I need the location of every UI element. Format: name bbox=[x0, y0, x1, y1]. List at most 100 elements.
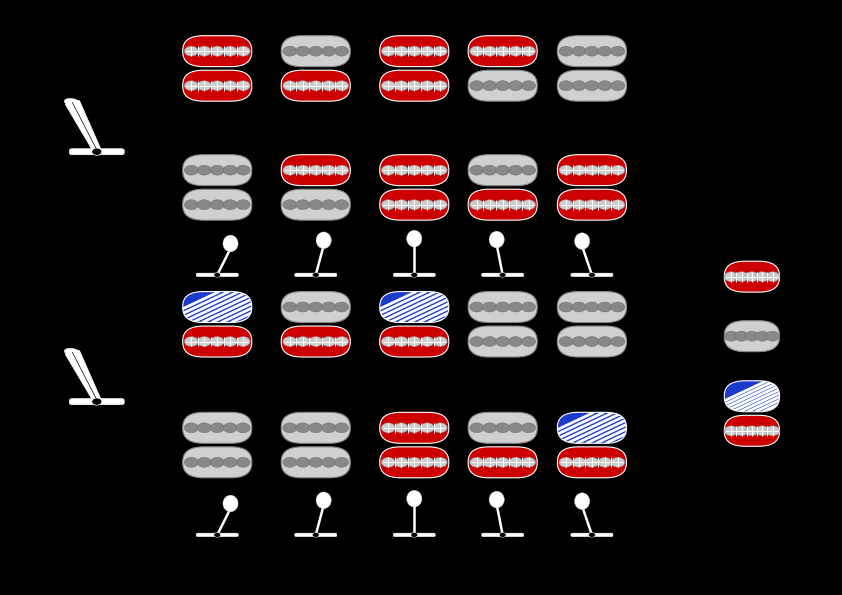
Circle shape bbox=[309, 423, 322, 433]
Circle shape bbox=[223, 46, 237, 56]
FancyBboxPatch shape bbox=[557, 292, 626, 322]
Circle shape bbox=[223, 337, 237, 346]
Circle shape bbox=[210, 46, 224, 56]
Circle shape bbox=[496, 302, 509, 312]
Ellipse shape bbox=[574, 233, 589, 249]
FancyBboxPatch shape bbox=[468, 292, 537, 322]
Circle shape bbox=[283, 337, 297, 346]
Circle shape bbox=[334, 81, 349, 90]
FancyBboxPatch shape bbox=[380, 292, 449, 322]
FancyBboxPatch shape bbox=[393, 273, 435, 277]
Circle shape bbox=[745, 426, 759, 436]
Circle shape bbox=[521, 81, 536, 90]
Circle shape bbox=[322, 165, 336, 175]
Circle shape bbox=[322, 458, 336, 467]
FancyBboxPatch shape bbox=[183, 412, 252, 443]
Circle shape bbox=[322, 302, 336, 312]
FancyBboxPatch shape bbox=[724, 261, 780, 292]
FancyBboxPatch shape bbox=[557, 155, 626, 186]
Circle shape bbox=[433, 165, 447, 175]
Circle shape bbox=[210, 423, 224, 433]
Circle shape bbox=[482, 81, 497, 90]
Circle shape bbox=[197, 423, 211, 433]
Circle shape bbox=[496, 200, 509, 209]
Polygon shape bbox=[65, 101, 101, 151]
Circle shape bbox=[210, 81, 224, 90]
Circle shape bbox=[559, 337, 573, 346]
Circle shape bbox=[509, 81, 523, 90]
Circle shape bbox=[482, 302, 497, 312]
Circle shape bbox=[572, 165, 586, 175]
FancyBboxPatch shape bbox=[183, 36, 252, 67]
Circle shape bbox=[309, 458, 322, 467]
FancyBboxPatch shape bbox=[281, 70, 350, 101]
FancyBboxPatch shape bbox=[295, 533, 337, 537]
Circle shape bbox=[394, 81, 408, 90]
Circle shape bbox=[598, 458, 612, 467]
Ellipse shape bbox=[489, 491, 504, 508]
FancyBboxPatch shape bbox=[196, 533, 238, 537]
Circle shape bbox=[610, 81, 625, 90]
Circle shape bbox=[589, 273, 595, 277]
Circle shape bbox=[210, 458, 224, 467]
Circle shape bbox=[433, 458, 447, 467]
Circle shape bbox=[296, 81, 310, 90]
Circle shape bbox=[724, 272, 738, 281]
Circle shape bbox=[521, 46, 536, 56]
Circle shape bbox=[470, 337, 484, 346]
Circle shape bbox=[210, 200, 224, 209]
Circle shape bbox=[236, 81, 250, 90]
FancyBboxPatch shape bbox=[281, 326, 350, 357]
Circle shape bbox=[433, 200, 447, 209]
Circle shape bbox=[411, 273, 418, 277]
Circle shape bbox=[283, 81, 297, 90]
Circle shape bbox=[283, 200, 297, 209]
FancyBboxPatch shape bbox=[69, 149, 125, 155]
FancyBboxPatch shape bbox=[557, 412, 626, 443]
FancyBboxPatch shape bbox=[468, 189, 537, 220]
Circle shape bbox=[598, 200, 612, 209]
FancyBboxPatch shape bbox=[724, 415, 780, 446]
FancyBboxPatch shape bbox=[468, 155, 537, 186]
Circle shape bbox=[309, 200, 322, 209]
FancyBboxPatch shape bbox=[281, 155, 350, 186]
Circle shape bbox=[223, 81, 237, 90]
Ellipse shape bbox=[407, 490, 422, 507]
Circle shape bbox=[184, 337, 199, 346]
Circle shape bbox=[420, 458, 434, 467]
Circle shape bbox=[184, 458, 199, 467]
FancyBboxPatch shape bbox=[724, 321, 780, 352]
FancyBboxPatch shape bbox=[724, 381, 780, 412]
Circle shape bbox=[521, 302, 536, 312]
Circle shape bbox=[521, 458, 536, 467]
Circle shape bbox=[381, 81, 396, 90]
Circle shape bbox=[734, 426, 749, 436]
Circle shape bbox=[482, 165, 497, 175]
Circle shape bbox=[184, 46, 199, 56]
Circle shape bbox=[572, 200, 586, 209]
Circle shape bbox=[598, 165, 612, 175]
Circle shape bbox=[521, 337, 536, 346]
Ellipse shape bbox=[407, 230, 422, 247]
Circle shape bbox=[598, 81, 612, 90]
Circle shape bbox=[322, 423, 336, 433]
FancyBboxPatch shape bbox=[196, 273, 238, 277]
Circle shape bbox=[309, 337, 322, 346]
FancyBboxPatch shape bbox=[281, 447, 350, 478]
FancyBboxPatch shape bbox=[482, 273, 524, 277]
FancyBboxPatch shape bbox=[557, 326, 626, 357]
Circle shape bbox=[394, 458, 408, 467]
Circle shape bbox=[521, 423, 536, 433]
Circle shape bbox=[610, 200, 625, 209]
Circle shape bbox=[184, 165, 199, 175]
Circle shape bbox=[411, 533, 418, 537]
Circle shape bbox=[381, 165, 396, 175]
Circle shape bbox=[585, 46, 599, 56]
Circle shape bbox=[765, 331, 780, 341]
Circle shape bbox=[197, 81, 211, 90]
Circle shape bbox=[610, 165, 625, 175]
Circle shape bbox=[420, 423, 434, 433]
Circle shape bbox=[408, 337, 421, 346]
Circle shape bbox=[420, 46, 434, 56]
Circle shape bbox=[734, 331, 749, 341]
